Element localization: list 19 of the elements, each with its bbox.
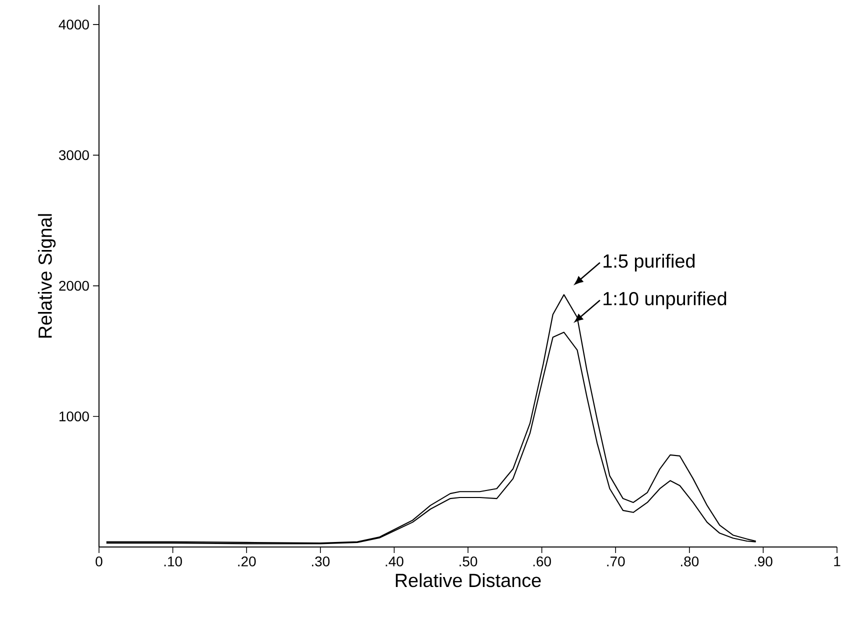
x-tick-label: .90 (754, 556, 772, 566)
x-tick-label: .20 (238, 556, 256, 566)
y-tick-label: 4000 (58, 20, 89, 30)
x-axis-title: Relative Distance (396, 573, 541, 588)
y-tick-label: 2000 (59, 280, 89, 291)
y-axis-title: Relative Signal (38, 214, 56, 338)
x-tick-label: .70 (607, 556, 625, 566)
y-tick-label: 3000 (58, 150, 89, 160)
y-tick-label: 1000 (60, 411, 89, 422)
x-tick-label: .60 (533, 556, 551, 566)
x-tick-label: 0 (96, 556, 102, 566)
annotation: 1:5 purified (604, 254, 695, 272)
x-tick-label: .80 (680, 556, 699, 566)
x-tick-label: .30 (312, 556, 330, 566)
annotation: 1:10 unpurified (604, 291, 726, 310)
x-tick-label: .50 (460, 556, 478, 566)
x-tick-label: .10 (164, 556, 182, 566)
x-tick-label: .40 (386, 556, 404, 566)
x-tick-label: 1 (834, 556, 840, 566)
